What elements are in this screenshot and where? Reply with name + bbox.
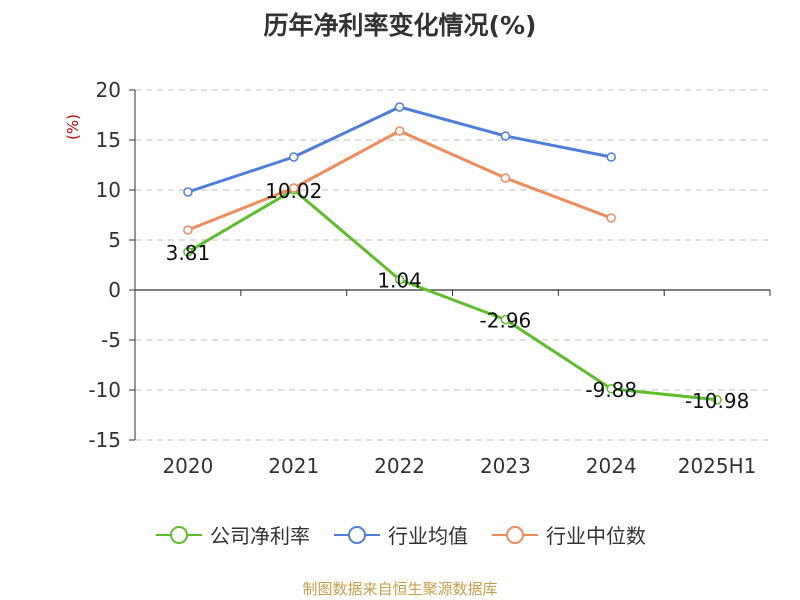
series-lines bbox=[183, 102, 722, 405]
grid-lines bbox=[135, 89, 770, 441]
data-label: 1.04 bbox=[377, 269, 422, 293]
legend: 公司净利率 行业均值 行业中位数 bbox=[0, 520, 800, 549]
data-point bbox=[394, 274, 405, 285]
x-tick-label: 2025H1 bbox=[678, 454, 757, 478]
legend-item[interactable]: 行业均值 bbox=[332, 520, 468, 549]
data-point bbox=[500, 173, 511, 183]
legend-label: 行业中位数 bbox=[546, 524, 646, 548]
x-tick-label: 2023 bbox=[480, 454, 531, 478]
legend-label: 行业均值 bbox=[388, 524, 468, 548]
data-point bbox=[606, 213, 616, 223]
chart-title: 历年净利率变化情况(%) bbox=[263, 11, 537, 40]
legend-marker-icon bbox=[334, 525, 380, 544]
data-label: -10.98 bbox=[685, 389, 749, 413]
data-point bbox=[712, 395, 722, 405]
data-point bbox=[183, 187, 193, 197]
data-point bbox=[289, 152, 299, 162]
y-tick-label: -15 bbox=[88, 428, 121, 452]
y-tick-label: 5 bbox=[108, 228, 121, 252]
x-tick-label: 2022 bbox=[374, 454, 425, 478]
data-point bbox=[500, 314, 511, 325]
legend-marker-icon bbox=[492, 525, 538, 544]
data-point bbox=[183, 247, 193, 257]
data-point bbox=[183, 225, 193, 235]
data-point bbox=[606, 384, 616, 394]
y-tick-label: -10 bbox=[88, 378, 121, 402]
data-point bbox=[606, 152, 616, 162]
data-label: -2.96 bbox=[480, 309, 532, 333]
data-label: 10.02 bbox=[265, 179, 322, 203]
legend-item[interactable]: 公司净利率 bbox=[154, 520, 310, 549]
data-point bbox=[500, 131, 511, 141]
legend-marker-icon bbox=[156, 525, 202, 544]
y-tick-label: -5 bbox=[101, 328, 121, 352]
data-point bbox=[394, 102, 405, 112]
data-labels: 3.81 10.02 1.04 -2.96 -9.88 -10.98 bbox=[166, 179, 750, 413]
legend-label: 公司净利率 bbox=[210, 524, 310, 548]
data-label: -9.88 bbox=[585, 378, 637, 402]
y-tick-label: 15 bbox=[96, 128, 121, 152]
x-tick-label: 2024 bbox=[586, 454, 637, 478]
series-line bbox=[187, 105, 612, 194]
data-point bbox=[394, 126, 405, 136]
source-note: 制图数据来自恒生聚源数据库 bbox=[302, 580, 498, 598]
x-tick-label: 2020 bbox=[162, 454, 213, 478]
legend-dot bbox=[348, 525, 366, 544]
data-label: 3.81 bbox=[166, 241, 211, 265]
data-point bbox=[289, 183, 299, 193]
series-line bbox=[187, 188, 718, 402]
legend-dot bbox=[170, 525, 188, 544]
y-axis-label: (%) bbox=[64, 114, 82, 140]
legend-item[interactable]: 行业中位数 bbox=[490, 520, 646, 549]
x-tick-label: 2021 bbox=[268, 454, 319, 478]
legend-dot bbox=[506, 525, 524, 544]
y-tick-label: 0 bbox=[108, 278, 121, 302]
y-tick-label: 10 bbox=[96, 178, 121, 202]
y-tick-label: 20 bbox=[96, 78, 121, 102]
